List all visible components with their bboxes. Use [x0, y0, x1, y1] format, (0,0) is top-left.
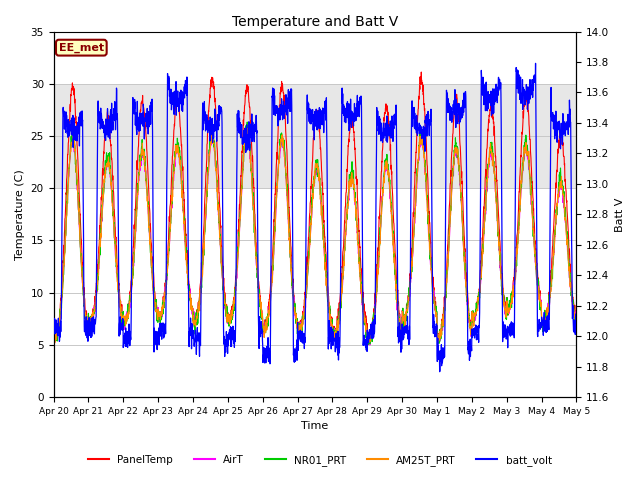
Y-axis label: Batt V: Batt V [615, 197, 625, 231]
Text: EE_met: EE_met [59, 43, 104, 53]
X-axis label: Time: Time [301, 421, 328, 432]
Legend: PanelTemp, AirT, NR01_PRT, AM25T_PRT, batt_volt: PanelTemp, AirT, NR01_PRT, AM25T_PRT, ba… [84, 451, 556, 470]
Y-axis label: Temperature (C): Temperature (C) [15, 169, 25, 260]
Title: Temperature and Batt V: Temperature and Batt V [232, 15, 398, 29]
Bar [54, 84, 577, 188]
